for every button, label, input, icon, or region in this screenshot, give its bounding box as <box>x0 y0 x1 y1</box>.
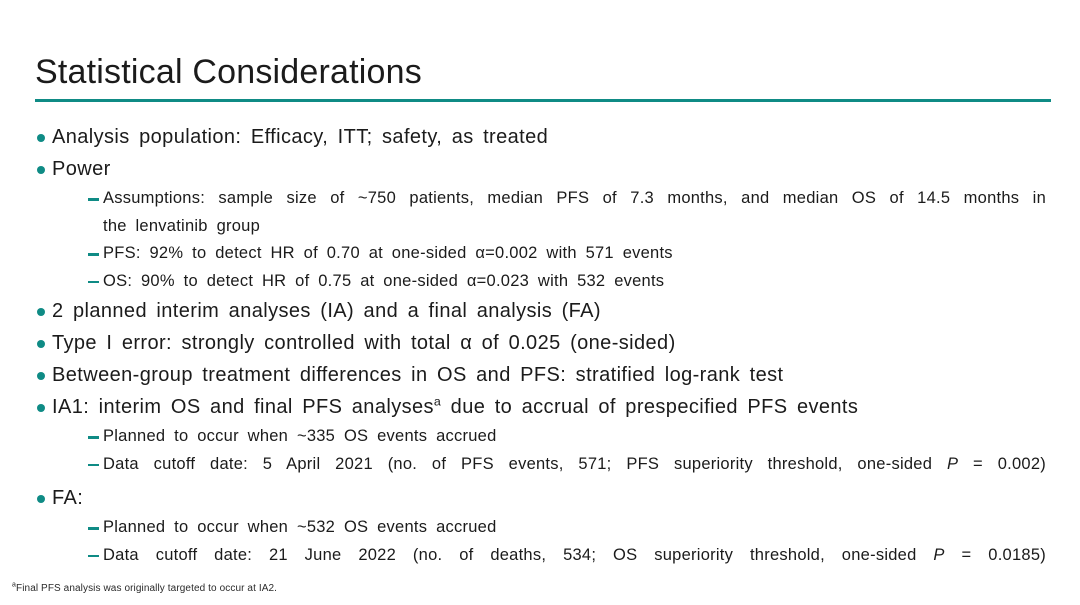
bullet-icon <box>37 372 45 380</box>
bullet-icon <box>37 308 45 316</box>
bullet-text: Type I error: strongly controlled with t… <box>52 332 676 354</box>
page-title: Statistical Considerations <box>35 53 422 91</box>
sub-bullet-text: Planned to occur when ~335 OS events acc… <box>103 427 497 445</box>
sub-bullet-text-segment: = 0.002) <box>958 454 1047 473</box>
bullet-icon <box>37 404 45 412</box>
bullet-text-segment: IA1: interim OS and final PFS analyses <box>52 396 434 418</box>
sub-bullet-text: Data cutoff date: 5 April 2021 (no. of P… <box>103 451 1046 479</box>
dash-icon <box>88 554 99 557</box>
bullet-text: FA: <box>52 487 84 509</box>
bullet-item: Power <box>0 153 1080 185</box>
superscript-marker: a <box>433 394 442 409</box>
sub-bullet-text: PFS: 92% to detect HR of 0.70 at one-sid… <box>103 244 673 262</box>
dash-icon <box>88 463 99 466</box>
bullet-text: Between-group treatment differences in O… <box>52 364 784 386</box>
sub-bullet-line: the lenvatinib group <box>103 216 261 235</box>
sub-bullet-line: Assumptions: sample size of ~750 patient… <box>103 189 1046 207</box>
sub-bullet-item: OS: 90% to detect HR of 0.75 at one-side… <box>0 268 1080 296</box>
sub-bullet-text: Data cutoff date: 21 June 2022 (no. of d… <box>103 542 1046 570</box>
bullet-text-segment: due to accrual of prespecified PFS event… <box>441 396 859 418</box>
dash-icon <box>88 436 99 439</box>
bullet-icon <box>37 166 45 174</box>
footnote-text: Final PFS analysis was originally target… <box>16 583 278 594</box>
bullet-icon <box>37 340 45 348</box>
sub-bullet-text-segment: Data cutoff date: 5 April 2021 (no. of P… <box>103 454 947 473</box>
bullet-text: Analysis population: Efficacy, ITT; safe… <box>52 126 549 148</box>
title-divider <box>35 99 1051 102</box>
sub-bullet-text: Assumptions: sample size of ~750 patient… <box>103 185 1046 240</box>
sub-bullet-text: Planned to occur when ~532 OS events acc… <box>103 518 497 536</box>
sub-bullet-item: Planned to occur when ~532 OS events acc… <box>0 514 1080 542</box>
bullet-item: Type I error: strongly controlled with t… <box>0 327 1080 359</box>
bullet-item: Between-group treatment differences in O… <box>0 359 1080 391</box>
sub-bullet-text-segment: = 0.0185) <box>944 545 1046 564</box>
dash-icon <box>88 253 99 256</box>
bullet-item: Analysis population: Efficacy, ITT; safe… <box>0 121 1080 153</box>
bullet-item: IA1: interim OS and final PFS analysesa … <box>0 391 1080 423</box>
bullet-item: FA: <box>0 482 1080 514</box>
footnote: aFinal PFS analysis was originally targe… <box>12 581 278 595</box>
bullet-text: 2 planned interim analyses (IA) and a fi… <box>52 300 601 322</box>
bullet-icon <box>37 134 45 142</box>
p-value-symbol: P <box>933 545 945 564</box>
sub-bullet-item: PFS: 92% to detect HR of 0.70 at one-sid… <box>0 240 1080 268</box>
dash-icon <box>88 527 99 530</box>
sub-bullet-item: Data cutoff date: 21 June 2022 (no. of d… <box>0 542 1080 570</box>
slide-body: Analysis population: Efficacy, ITT; safe… <box>0 121 1080 569</box>
p-value-symbol: P <box>946 454 959 473</box>
dash-icon <box>88 280 99 283</box>
bullet-text: Power <box>52 158 111 180</box>
dash-icon <box>88 198 99 201</box>
bullet-icon <box>37 495 45 503</box>
sub-bullet-item: Data cutoff date: 5 April 2021 (no. of P… <box>0 451 1080 479</box>
sub-bullet-text: OS: 90% to detect HR of 0.75 at one-side… <box>103 271 665 290</box>
bullet-item: 2 planned interim analyses (IA) and a fi… <box>0 295 1080 327</box>
sub-bullet-text-segment: Data cutoff date: 21 June 2022 (no. of d… <box>103 545 934 564</box>
footnote-marker: a <box>12 581 16 589</box>
sub-bullet-item: Planned to occur when ~335 OS events acc… <box>0 423 1080 451</box>
sub-bullet-item: Assumptions: sample size of ~750 patient… <box>0 185 1080 240</box>
bullet-text: IA1: interim OS and final PFS analysesa … <box>52 391 1050 423</box>
